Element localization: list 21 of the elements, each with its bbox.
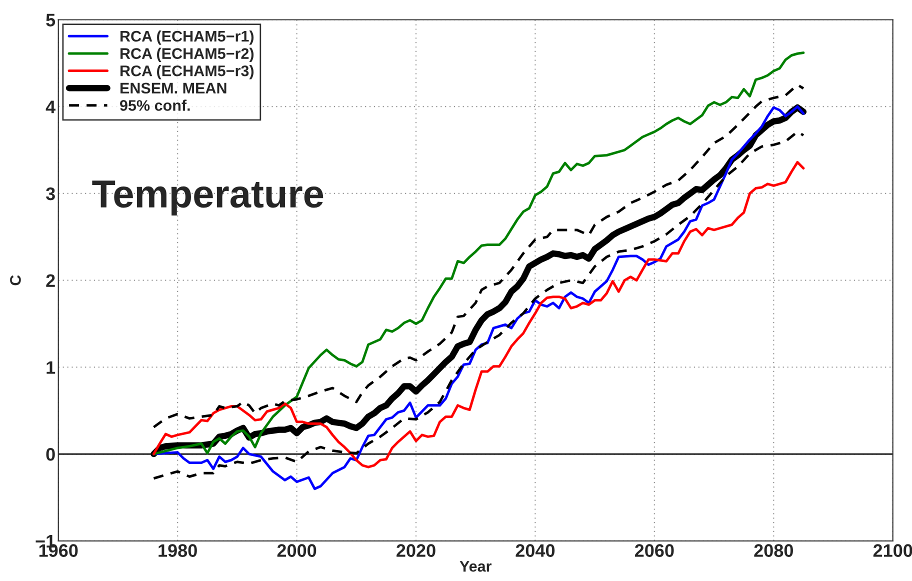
y-axis-title: C [10, 275, 21, 286]
y-tick-label: 2 [46, 274, 55, 287]
y-tick-label: 3 [46, 187, 55, 200]
legend-label: RCA (ECHAM5−r3) [120, 65, 254, 80]
y-tick-label: 4 [46, 100, 56, 114]
x-tick-label: 2020 [396, 544, 436, 557]
y-tick-label: 0 [46, 448, 55, 461]
y-tick-label: 5 [46, 14, 56, 26]
y-tick-label: 1 [46, 361, 56, 374]
x-axis-title: Year [460, 561, 492, 572]
x-tick-label: 2060 [634, 544, 674, 557]
legend-label: ENSEM. MEAN [120, 82, 226, 94]
x-tick-label: 2000 [277, 544, 316, 557]
legend-label: RCA (ECHAM5−r2) [120, 48, 254, 62]
x-tick-label: 2100 [873, 544, 912, 557]
x-tick-label: 1980 [158, 544, 197, 557]
legend-label: RCA (ECHAM5−r1) [120, 30, 254, 45]
legend-label: 95% conf. [120, 100, 190, 111]
x-tick-label: 2040 [516, 544, 555, 557]
x-tick-label: 2080 [754, 544, 793, 557]
annotation: Temperature [92, 180, 324, 216]
